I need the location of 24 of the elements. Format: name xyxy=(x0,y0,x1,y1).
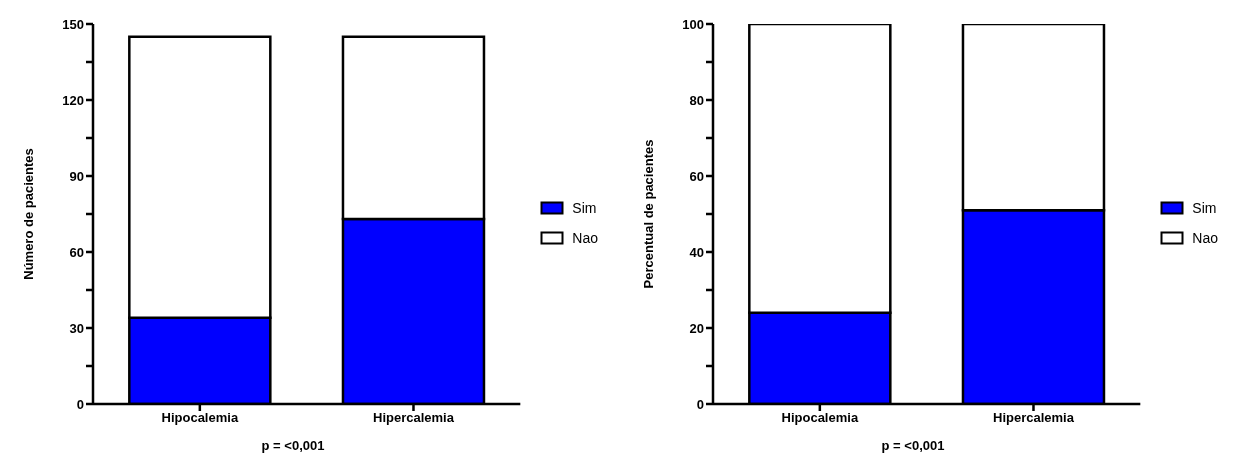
legend-label: Sim xyxy=(572,200,597,216)
y-axis-title: Percentual de pacientes xyxy=(640,139,656,289)
legend-label: Sim xyxy=(1192,200,1217,216)
text: p = <0,001 xyxy=(880,438,946,453)
y-tick-label: 30 xyxy=(69,320,84,336)
x-tick-label: Hipercalemia xyxy=(373,410,455,426)
y-tick-label: 120 xyxy=(62,92,84,108)
y-tick-label: 20 xyxy=(689,320,704,336)
y-tick-label: 80 xyxy=(689,92,704,108)
y-axis-title: Número de pacientes xyxy=(20,148,36,280)
y-tick-label: 100 xyxy=(682,16,704,32)
legend-label: Nao xyxy=(1192,230,1218,246)
y-tick-label: 150 xyxy=(62,16,84,32)
text: p = <0,001 xyxy=(260,438,326,453)
y-tick-label: 60 xyxy=(689,168,704,184)
y-tick-label: 60 xyxy=(69,244,84,260)
y-tick-label: 0 xyxy=(76,396,84,412)
y-tick-label: 0 xyxy=(696,396,704,412)
legend-label: Nao xyxy=(572,230,598,246)
x-tick-label: Hipocalemia xyxy=(781,410,859,426)
x-tick-label: Hipocalemia xyxy=(161,410,239,426)
y-tick-label: 40 xyxy=(689,244,704,260)
y-tick-label: 90 xyxy=(69,168,84,184)
x-tick-label: Hipercalemia xyxy=(993,410,1075,426)
